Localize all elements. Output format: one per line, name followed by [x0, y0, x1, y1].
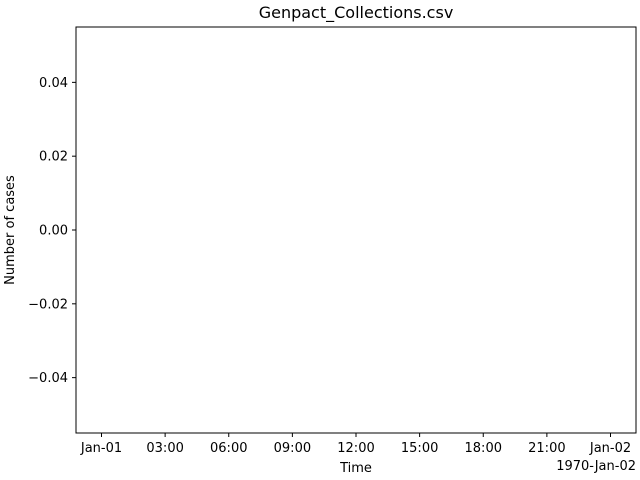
x-axis-offset-label: 1970-Jan-02 — [556, 459, 636, 474]
y-tick-label: −0.04 — [28, 371, 68, 386]
y-tick-label: 0.04 — [39, 76, 68, 91]
y-axis-ticks: 0.04 0.02 0.00 −0.02 −0.04 — [28, 76, 76, 386]
x-axis-ticks: Jan-01 03:00 06:00 09:00 12:00 15:00 18:00 21:0… — [80, 433, 631, 456]
x-tick-label: 18:00 — [465, 441, 502, 456]
x-tick-label: Jan-02 — [589, 441, 631, 456]
x-tick-label: 12:00 — [337, 441, 374, 456]
y-tick-label: 0.00 — [39, 224, 68, 239]
y-axis-label: Number of cases — [3, 175, 18, 285]
y-tick-label: 0.02 — [39, 150, 68, 165]
x-axis-label: Time — [339, 461, 372, 476]
x-tick-label: 21:00 — [528, 441, 565, 456]
x-tick-label: 15:00 — [401, 441, 438, 456]
x-tick-label: 06:00 — [210, 441, 247, 456]
x-tick-label: 03:00 — [146, 441, 183, 456]
x-tick-label: Jan-01 — [80, 441, 122, 456]
x-tick-label: 09:00 — [274, 441, 311, 456]
y-tick-label: −0.02 — [28, 297, 68, 312]
chart-title: Genpact_Collections.csv — [259, 3, 454, 23]
